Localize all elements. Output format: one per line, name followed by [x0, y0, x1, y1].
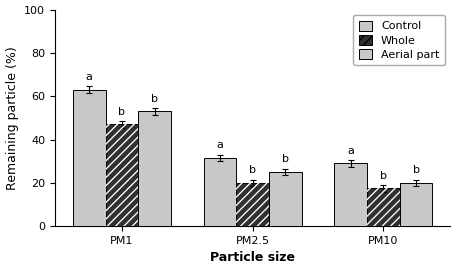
Bar	[236, 183, 268, 226]
Bar	[366, 188, 399, 226]
Text: b: b	[412, 165, 419, 175]
Bar	[334, 163, 366, 226]
Text: b: b	[281, 154, 288, 164]
Text: a: a	[86, 72, 92, 82]
Bar	[399, 183, 431, 226]
X-axis label: Particle size: Particle size	[210, 251, 294, 264]
Bar	[236, 183, 268, 226]
Legend: Control, Whole, Aerial part: Control, Whole, Aerial part	[353, 15, 444, 65]
Text: b: b	[151, 94, 158, 104]
Bar	[105, 124, 138, 226]
Text: b: b	[118, 107, 125, 117]
Bar	[203, 158, 236, 226]
Bar	[105, 124, 138, 226]
Text: b: b	[379, 171, 386, 181]
Text: a: a	[347, 146, 354, 156]
Text: b: b	[248, 165, 256, 175]
Y-axis label: Remaining particle (%): Remaining particle (%)	[5, 46, 19, 190]
Bar	[138, 111, 171, 226]
Bar	[366, 188, 399, 226]
Text: a: a	[216, 140, 223, 150]
Bar	[268, 172, 301, 226]
Bar	[73, 90, 105, 226]
